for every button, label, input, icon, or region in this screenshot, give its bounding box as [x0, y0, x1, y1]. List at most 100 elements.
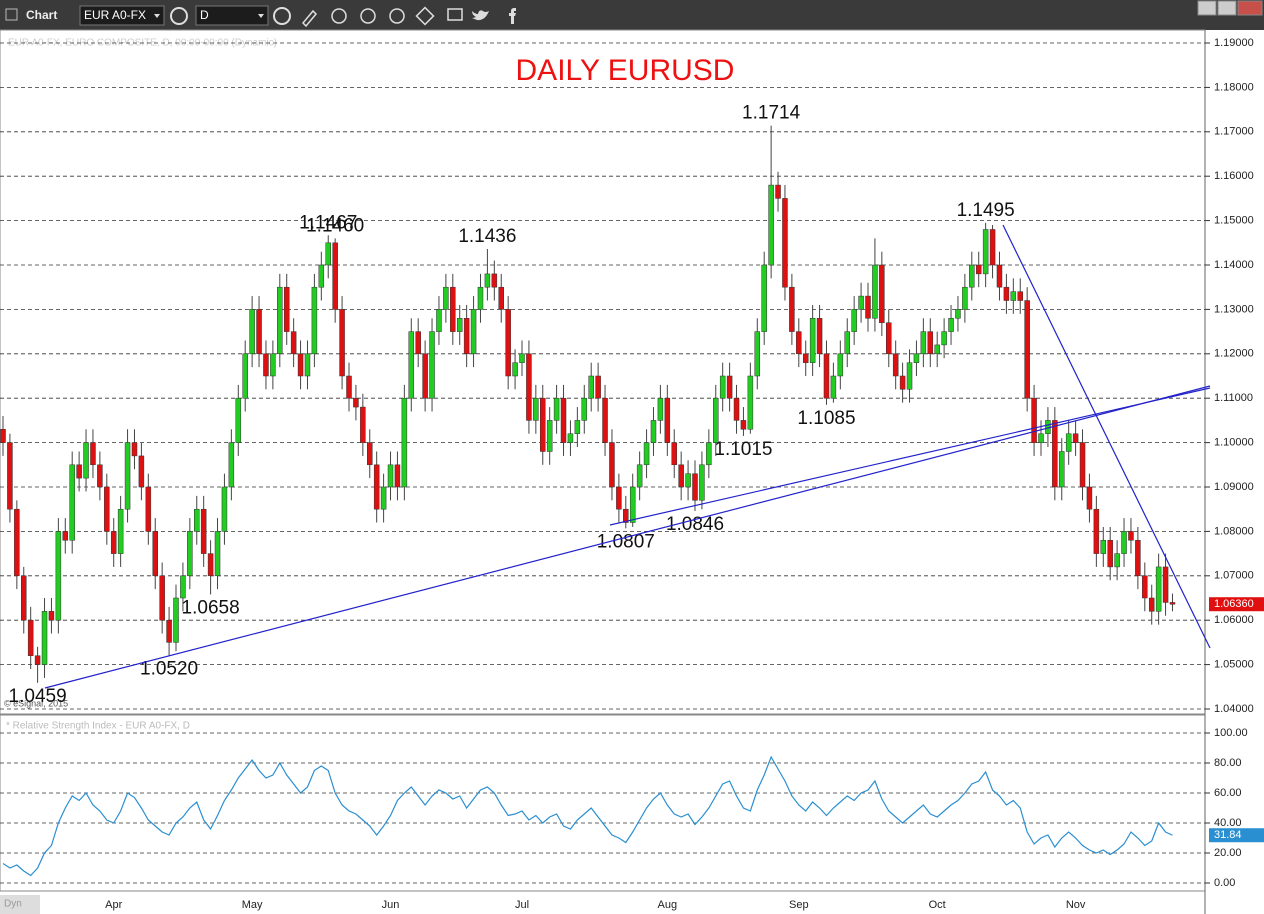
settings-button[interactable] — [170, 7, 188, 25]
candle-body — [609, 442, 615, 488]
candle-body — [429, 331, 435, 399]
candle-body — [1003, 286, 1010, 301]
candle-body — [1148, 597, 1155, 612]
candle-body — [775, 184, 781, 199]
play-button[interactable] — [360, 8, 376, 24]
refresh-button[interactable] — [331, 8, 347, 24]
y-tick-label: 100.00 — [1214, 727, 1248, 739]
candle-body — [408, 331, 415, 399]
copyright: © eSignal, 2015 — [4, 698, 68, 708]
y-tick-label: 1.12000 — [1214, 348, 1254, 360]
x-tick-label: May — [242, 899, 263, 911]
y-tick-label: 1.11000 — [1214, 392, 1253, 404]
candle-body — [713, 397, 719, 443]
candle-body — [235, 397, 242, 443]
candle-body — [782, 198, 788, 288]
symbol-input[interactable] — [79, 5, 165, 26]
alert-button[interactable] — [389, 8, 405, 24]
candle-body — [360, 406, 366, 443]
rsi-last-label: 31.84 — [1214, 829, 1242, 841]
candle-body — [353, 397, 359, 408]
candle-body — [567, 433, 574, 443]
footer-text: Dyn — [4, 899, 22, 910]
candle-body — [616, 486, 622, 510]
price-annotation: 1.1467 — [299, 212, 357, 233]
candle-body — [7, 442, 13, 510]
price-annotation: 1.0459 — [9, 686, 67, 707]
time-button[interactable] — [273, 7, 291, 25]
candle-body — [540, 397, 546, 452]
candle-body — [740, 420, 747, 430]
candle-body — [14, 508, 20, 577]
candle-body — [1142, 575, 1148, 599]
candle-body — [394, 464, 401, 488]
candle-body — [879, 264, 885, 323]
candle-body — [1059, 451, 1065, 488]
candle-body — [69, 464, 75, 541]
candle-body — [1114, 553, 1120, 568]
candle-body — [699, 464, 705, 501]
trendline — [44, 385, 1211, 689]
help-button[interactable] — [1197, 0, 1217, 16]
candle-body — [27, 619, 34, 656]
candle-body — [346, 375, 352, 399]
comment-button[interactable] — [447, 8, 463, 21]
candle-body — [21, 575, 27, 621]
candle-body — [263, 353, 269, 377]
candle-body — [180, 575, 186, 599]
x-tick-label: Aug — [658, 899, 678, 911]
interval-input[interactable] — [195, 5, 269, 26]
y-tick-label: 80.00 — [1214, 757, 1242, 769]
price-annotation: 1.1714 — [742, 103, 801, 124]
close-button[interactable] — [1237, 0, 1263, 16]
y-tick-label: 1.15000 — [1214, 215, 1254, 227]
trendline — [609, 387, 1211, 526]
y-tick-label: 1.17000 — [1214, 126, 1254, 138]
candle-body — [581, 397, 588, 421]
candle-body — [955, 309, 961, 319]
rsi-last-tag — [1209, 828, 1264, 843]
candle-body — [0, 429, 6, 443]
link-button[interactable] — [415, 6, 435, 26]
symbol-text: EUR A0-FX — [84, 8, 146, 22]
app-title: Chart — [26, 8, 57, 22]
y-tick-label: 1.14000 — [1214, 259, 1254, 271]
candle-body — [844, 331, 850, 355]
candle-body — [304, 353, 311, 377]
y-tick-label: 1.10000 — [1214, 437, 1254, 449]
candle-body — [678, 464, 684, 488]
candle-body — [927, 331, 934, 355]
candle-body — [34, 655, 41, 665]
footer-button[interactable] — [0, 895, 40, 914]
candle-body — [283, 286, 290, 332]
y-tick-label: 1.19000 — [1214, 37, 1254, 49]
interval-text: D — [200, 8, 209, 22]
candle-body — [726, 375, 733, 399]
candle-body — [194, 508, 200, 532]
candle-body — [533, 397, 539, 421]
candle-body — [214, 531, 221, 577]
candle-body — [636, 464, 643, 488]
candle-body — [733, 397, 740, 421]
facebook-button[interactable] — [509, 8, 516, 24]
price-annotation: 1.0846 — [666, 514, 724, 535]
x-tick-label: Nov — [1066, 899, 1086, 911]
dropdown-arrow — [154, 14, 160, 18]
candle-body — [643, 442, 650, 466]
minimize-button[interactable] — [1217, 0, 1237, 16]
candle-body — [512, 362, 518, 377]
candle-body — [623, 508, 629, 523]
candle-body — [270, 353, 276, 377]
candle-body — [415, 331, 421, 355]
candle-body — [450, 286, 456, 332]
y-tick-label: 1.13000 — [1214, 303, 1254, 315]
candle-body — [166, 619, 172, 643]
twitter-button[interactable] — [472, 10, 489, 21]
candle-body — [256, 309, 262, 355]
candle-body — [277, 286, 283, 355]
candle-body — [1072, 433, 1079, 443]
draw-button[interactable] — [301, 9, 318, 28]
candle-body — [982, 229, 989, 275]
candle-body — [899, 375, 906, 390]
